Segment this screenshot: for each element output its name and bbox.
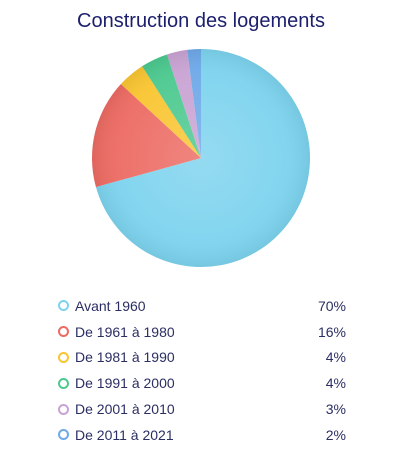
pie-svg bbox=[91, 49, 310, 267]
legend-item: De 1981 à 1990 4% bbox=[58, 345, 346, 371]
legend-value: 4% bbox=[325, 375, 346, 392]
legend-label: De 1961 à 1980 bbox=[75, 323, 175, 340]
legend-label: De 1981 à 1990 bbox=[75, 349, 175, 366]
legend-item: De 1961 à 1980 16% bbox=[58, 319, 346, 345]
legend-value: 2% bbox=[325, 426, 346, 443]
legend-value: 4% bbox=[325, 349, 346, 366]
legend-item: De 1991 à 2000 4% bbox=[58, 370, 346, 396]
legend-marker-icon bbox=[58, 377, 69, 389]
pie-chart bbox=[0, 45, 402, 285]
legend-marker-icon bbox=[58, 429, 69, 441]
legend-item: De 2011 à 2021 2% bbox=[58, 422, 346, 448]
legend-item: De 2001 à 2010 3% bbox=[58, 396, 346, 422]
legend-label: De 2011 à 2021 bbox=[75, 426, 174, 443]
legend-label: De 1991 à 2000 bbox=[75, 375, 175, 392]
legend-value: 70% bbox=[317, 297, 346, 314]
legend-label: De 2001 à 2010 bbox=[75, 401, 175, 418]
legend-marker-icon bbox=[58, 351, 69, 363]
legend-marker-icon bbox=[58, 300, 69, 312]
legend-item: Avant 1960 70% bbox=[58, 293, 346, 319]
legend-marker-icon bbox=[58, 403, 69, 415]
legend-label: Avant 1960 bbox=[75, 297, 146, 314]
legend-value: 3% bbox=[325, 401, 346, 418]
chart-title: Construction des logements bbox=[77, 10, 325, 32]
legend-marker-icon bbox=[58, 326, 69, 338]
chart-legend: Avant 1960 70% De 1961 à 1980 16% De 1981 à … bbox=[58, 293, 346, 448]
legend-value: 16% bbox=[317, 323, 346, 340]
